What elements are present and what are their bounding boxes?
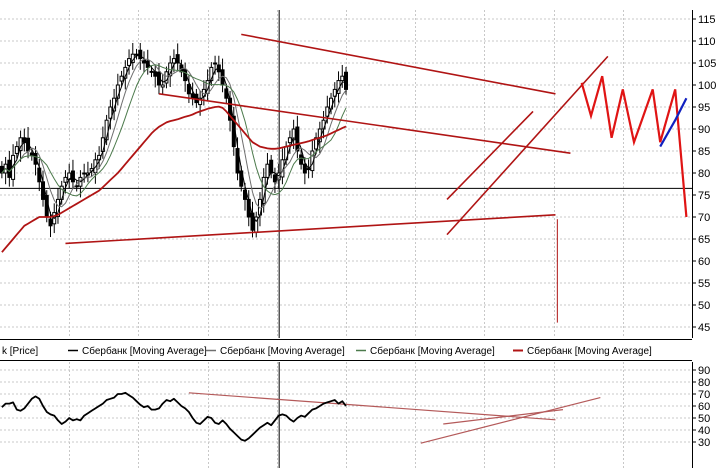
y-tick-label: 105 — [698, 58, 716, 70]
y-tick-label: 75 — [698, 190, 710, 202]
oscillator-trendline — [420, 397, 601, 444]
candle-body — [332, 88, 337, 97]
y-tick-label: 55 — [698, 278, 710, 290]
candle-body — [26, 137, 31, 152]
candle-body — [33, 152, 38, 165]
candle-body — [127, 58, 132, 66]
y-tick-label: 50 — [698, 413, 710, 425]
candle-body — [239, 170, 244, 187]
moving-average-fast-line — [1, 55, 346, 222]
legend-label: Сбербанк [Moving Average] — [220, 345, 345, 357]
oscillator-line — [1, 391, 347, 442]
y-tick-label: 90 — [698, 365, 710, 377]
candle-body — [160, 84, 165, 88]
candle-body — [291, 128, 296, 141]
candle-body — [302, 163, 307, 174]
candle-body — [213, 62, 218, 65]
candle-body — [243, 189, 248, 200]
candle-body — [70, 170, 75, 183]
candle-body — [287, 137, 292, 144]
trendline — [241, 33, 556, 95]
candle-body — [0, 165, 4, 174]
candle-body — [156, 71, 161, 86]
y-tick-label: 50 — [698, 300, 710, 312]
candle-body — [14, 146, 19, 154]
candle-body — [299, 154, 304, 165]
forecast-path-line — [580, 75, 688, 218]
y-tick-label: 70 — [698, 389, 710, 401]
candle-body — [149, 70, 154, 73]
moving-average-mid-line — [1, 58, 347, 209]
y-tick-label: 90 — [698, 124, 710, 136]
legend-label: Сбербанк [Moving Average] — [82, 345, 207, 357]
candle-body — [344, 71, 348, 90]
candle-body — [265, 163, 270, 178]
candle-body — [272, 174, 277, 183]
candle-body — [142, 60, 147, 64]
candle-body — [7, 159, 12, 178]
oscillator-trendline — [188, 392, 556, 421]
trendline — [65, 214, 556, 245]
candle-body — [82, 172, 87, 175]
price-pane: 45 50 55 60 65 70 75 80 85 90 95 100 105 110 115 — [0, 10, 720, 338]
legend: k [Price] Сбербанк [Moving Average] Сберба… — [0, 339, 720, 361]
candle-body — [134, 53, 139, 56]
candle-body — [108, 106, 113, 119]
candle-body — [22, 137, 27, 143]
candle-body — [175, 54, 180, 64]
y-tick-label: 80 — [698, 168, 710, 180]
oscillator-pane-background — [0, 362, 720, 468]
candle-body — [198, 97, 203, 106]
candle-body — [269, 159, 274, 174]
y-tick-label: 65 — [698, 234, 710, 246]
y-tick-label: 70 — [698, 212, 710, 224]
candle-body — [325, 106, 330, 117]
price-pane-background — [0, 10, 720, 338]
candle-body — [250, 212, 255, 231]
candle-body — [119, 75, 124, 82]
y-tick-label: 85 — [698, 146, 710, 158]
y-tick-label: 60 — [698, 401, 710, 413]
y-tick-label: 95 — [698, 102, 710, 114]
y-tick-label: 110 — [698, 36, 716, 48]
candle-body — [171, 58, 176, 64]
candle-body — [29, 152, 34, 156]
legend-label: k [Price] — [2, 346, 38, 357]
trendline — [446, 55, 609, 236]
moving-average-slow-line — [1, 64, 347, 197]
legend-label: Сбербанк [Moving Average] — [527, 345, 652, 357]
y-tick-label: 30 — [698, 437, 710, 449]
y-tick-label: 60 — [698, 256, 710, 268]
y-tick-label: 80 — [698, 377, 710, 389]
y-tick-label: 45 — [698, 322, 710, 334]
y-tick-label: 100 — [698, 80, 716, 92]
legend-label: Сбербанк [Moving Average] — [370, 345, 495, 357]
y-tick-label: 40 — [698, 425, 710, 437]
candle-body — [209, 66, 214, 82]
oscillator-trendline — [443, 409, 564, 425]
candle-body — [190, 93, 195, 99]
candle-body — [48, 218, 53, 227]
candle-body — [63, 176, 68, 183]
y-tick-label: 115 — [698, 14, 716, 26]
candle-body — [138, 49, 143, 60]
trendline — [446, 110, 534, 200]
candle-body — [186, 84, 191, 95]
forecast-alt-path-line — [659, 97, 688, 148]
moving-average-long-line — [1, 105, 347, 253]
candle-body — [340, 75, 345, 82]
